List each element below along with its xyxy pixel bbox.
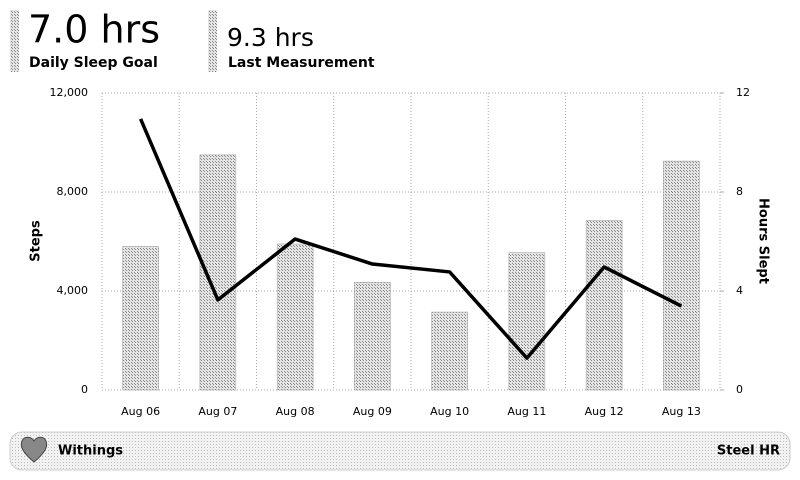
bar [276,243,314,391]
y-tick-label: 0 [81,383,88,396]
brand: Withings [58,444,123,459]
x-tick-label: Aug 09 [353,405,392,418]
y2-tick-label: 0 [736,383,743,396]
bar [354,282,391,391]
y-axis-label: Steps [29,220,44,262]
bar [585,220,623,391]
device: Steel HR [717,444,780,459]
x-tick-label: Aug 08 [276,405,315,418]
x-tick-label: Aug 06 [121,405,160,418]
footer-bar [9,431,791,471]
goal-value: 7.0 hrs [28,8,160,52]
accent-bar [208,10,217,72]
heart-icon [20,436,48,463]
bar [508,252,546,391]
x-tick-label: Aug 13 [662,405,701,418]
line [139,118,683,360]
last-label: Last Measurement [228,55,375,71]
x-tick-label: Aug 07 [198,405,237,418]
bar [663,160,700,391]
y2-tick-label: 8 [736,185,743,198]
y-tick-label: 12,000 [50,86,89,99]
y2-tick-label: 12 [736,86,750,99]
accent-bar [10,10,19,72]
x-tick-label: Aug 11 [507,405,546,418]
y2-tick-label: 4 [736,284,743,297]
goal-label: Daily Sleep Goal [29,55,158,71]
x-tick-label: Aug 12 [585,405,624,418]
y-tick-label: 8,000 [57,185,89,198]
bar [431,311,468,391]
bar [122,246,159,391]
x-tick-label: Aug 10 [430,405,469,418]
y2-axis-label: Hours Slept [756,198,771,284]
y-tick-label: 4,000 [57,284,89,297]
last-value: 9.3 hrs [227,23,314,52]
